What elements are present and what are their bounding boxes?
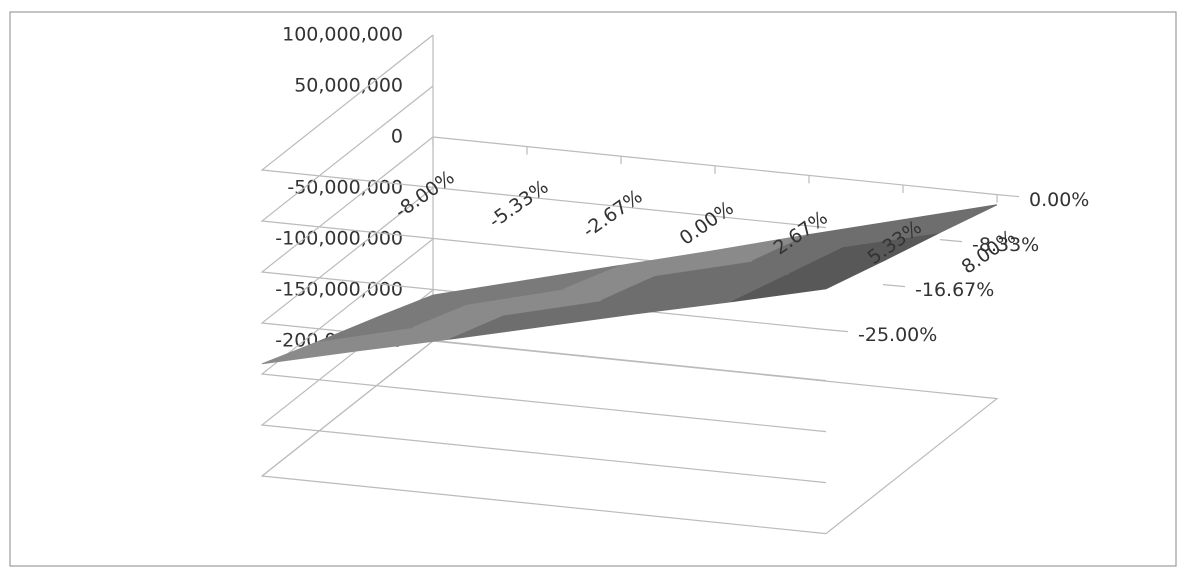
z-tick-label: 50,000,000 [294,75,403,97]
z-tick-label: -100,000,000 [275,228,403,250]
z-tick-label: 100,000,000 [282,24,403,46]
grid-line [260,34,827,229]
depth-tick-label: -8.33% [972,234,1039,256]
depth-tick [825,329,849,333]
depth-tick-label: -16.67% [915,279,994,301]
depth-tick [939,239,963,243]
z-tick-label: 0 [391,126,403,148]
depth-tick-label: 0.00% [1029,189,1089,211]
depth-tick-label: -25.00% [858,324,937,346]
grid-line [260,85,827,280]
surface-cell [845,204,998,247]
z-tick-label: -150,000,000 [275,279,403,301]
depth-tick [882,284,906,288]
floor-edge [261,340,999,535]
depth-tick [996,194,1020,198]
